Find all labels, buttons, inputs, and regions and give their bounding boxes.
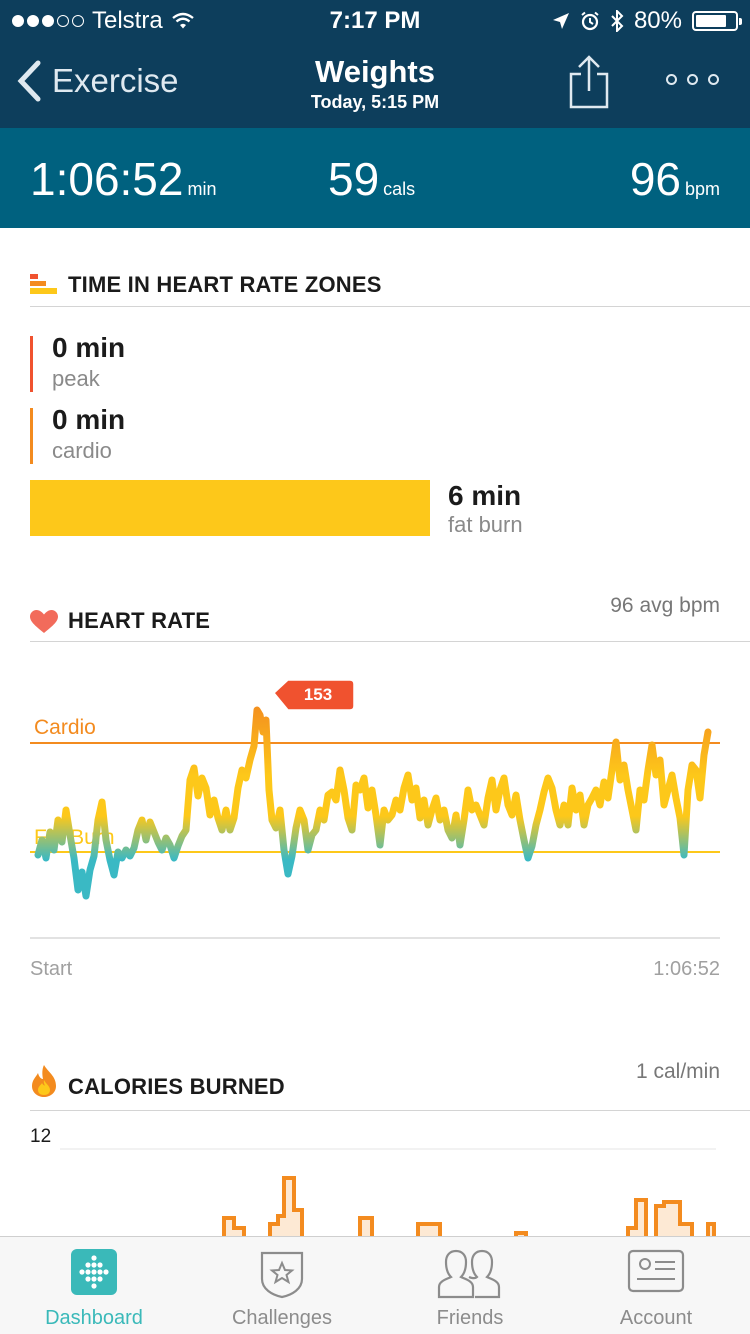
status-time: 7:17 PM (329, 7, 421, 34)
battery-icon (692, 11, 742, 31)
heart-rate-line (34, 706, 712, 900)
cardio-zone-value: 0 min (52, 404, 126, 435)
status-bar: Telstra 7:17 PM 80% (0, 0, 750, 40)
duration-unit: min (187, 179, 217, 199)
nav-title: Weights Today, 5:15 PM (0, 54, 750, 113)
nav-bar: Exercise Weights Today, 5:15 PM (0, 40, 750, 128)
peak-zone-label: peak (52, 366, 100, 391)
tab-account[interactable]: Account (562, 1237, 750, 1334)
calories-y-max: 12 (30, 1126, 52, 1147)
tab-bar: Dashboard Challenges Friends Accoun (0, 1236, 750, 1334)
friends-icon (435, 1249, 505, 1304)
back-label: Exercise (52, 62, 179, 99)
bluetooth-icon (611, 10, 624, 32)
back-button[interactable]: Exercise (16, 60, 179, 102)
peak-marker-value: 153 (304, 685, 332, 704)
dashboard-icon (71, 1249, 117, 1300)
flame-icon (32, 1065, 56, 1097)
cardio-line-label: Cardio (34, 716, 96, 739)
share-icon[interactable] (566, 54, 612, 110)
tab-dashboard-label: Dashboard (45, 1307, 143, 1329)
calories-rate: 1 cal/min (635, 1060, 720, 1083)
battery-percent: 80% (633, 7, 682, 34)
status-right: 80% (552, 7, 742, 35)
more-options-icon[interactable] (666, 74, 719, 85)
calories-value: 59 (328, 153, 380, 205)
fatburn-zone-value: 6 min (448, 480, 522, 511)
calories-divider (30, 1110, 750, 1111)
account-icon (627, 1249, 685, 1298)
fatburn-zone-bar (30, 480, 430, 536)
heart-rate-unit: bpm (684, 179, 720, 199)
calories-stat: 59 cals (328, 152, 415, 206)
heart-rate-divider (30, 641, 750, 642)
tab-challenges-label: Challenges (231, 1307, 333, 1329)
peak-zone-bar (30, 336, 33, 392)
zones-icon (30, 274, 57, 294)
duration-value: 1:06:52 (30, 153, 184, 205)
page-title: Weights (315, 54, 435, 89)
chevron-left-icon (17, 60, 41, 102)
heart-rate-average: 96 avg bpm (610, 594, 720, 617)
tab-account-label: Account (619, 1307, 693, 1329)
heart-icon (30, 610, 58, 633)
zones-title: TIME IN HEART RATE ZONES (68, 272, 382, 297)
calories-line (222, 1176, 716, 1236)
workout-summary: 1:06:52 min 59 cals 96 bpm (0, 128, 750, 228)
calories-unit: cals (383, 179, 416, 199)
calories-area (224, 1178, 714, 1236)
signal-icon (12, 15, 84, 27)
calories-title: CALORIES BURNED (68, 1074, 285, 1099)
wifi-icon (171, 12, 194, 29)
zones-divider (30, 306, 750, 307)
cardio-zone-label: cardio (52, 438, 112, 463)
cardio-zone-bar (30, 408, 33, 464)
alarm-icon (581, 11, 599, 31)
tab-friends[interactable]: Friends (376, 1237, 564, 1334)
tab-challenges[interactable]: Challenges (188, 1237, 376, 1334)
duration-stat: 1:06:52 min (30, 152, 217, 206)
status-left: Telstra (12, 7, 195, 35)
carrier-label: Telstra (92, 7, 163, 34)
heart-rate-value: 96 (629, 153, 681, 205)
calories-chart (60, 1148, 716, 1236)
peak-marker: 153 (272, 679, 355, 711)
location-arrow-icon (552, 13, 569, 29)
fatburn-zone-label: fat burn (448, 512, 523, 537)
page-subtitle: Today, 5:15 PM (310, 92, 440, 112)
calories-header: CALORIES BURNED 1 cal/min (30, 1060, 720, 1110)
heart-rate-stat: 96 bpm (630, 152, 720, 206)
x-axis-end: 1:06:52 (653, 958, 720, 980)
zones-header: TIME IN HEART RATE ZONES (30, 268, 720, 308)
challenges-icon (258, 1249, 306, 1304)
heart-rate-header: HEART RATE 96 avg bpm (30, 594, 720, 644)
heart-rate-chart: Cardio Fat Burn 153 (30, 679, 720, 939)
heart-rate-title: HEART RATE (68, 608, 211, 633)
x-axis-start: Start (30, 958, 73, 980)
peak-zone-value: 0 min (52, 332, 126, 363)
tab-friends-label: Friends (436, 1307, 504, 1329)
tab-dashboard[interactable]: Dashboard (0, 1237, 188, 1334)
